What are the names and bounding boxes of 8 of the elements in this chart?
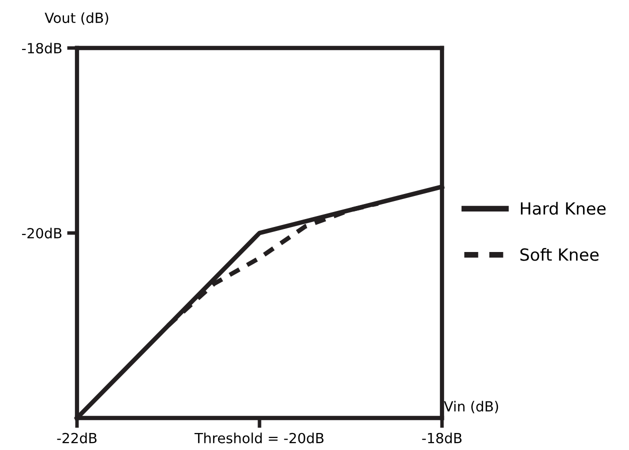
x-tick-label: Threshold = -20dB <box>194 432 324 444</box>
legend-label: Soft Knee <box>520 248 599 261</box>
y-tick-label: -20dB <box>22 228 62 238</box>
legend-label: Hard Knee <box>520 202 606 215</box>
x-axis-title: Vin (dB) <box>444 400 498 414</box>
y-axis-title: Vout (dB) <box>44 12 108 25</box>
x-tick-label: -18dB <box>422 432 462 444</box>
x-tick-label: -22dB <box>57 432 97 444</box>
